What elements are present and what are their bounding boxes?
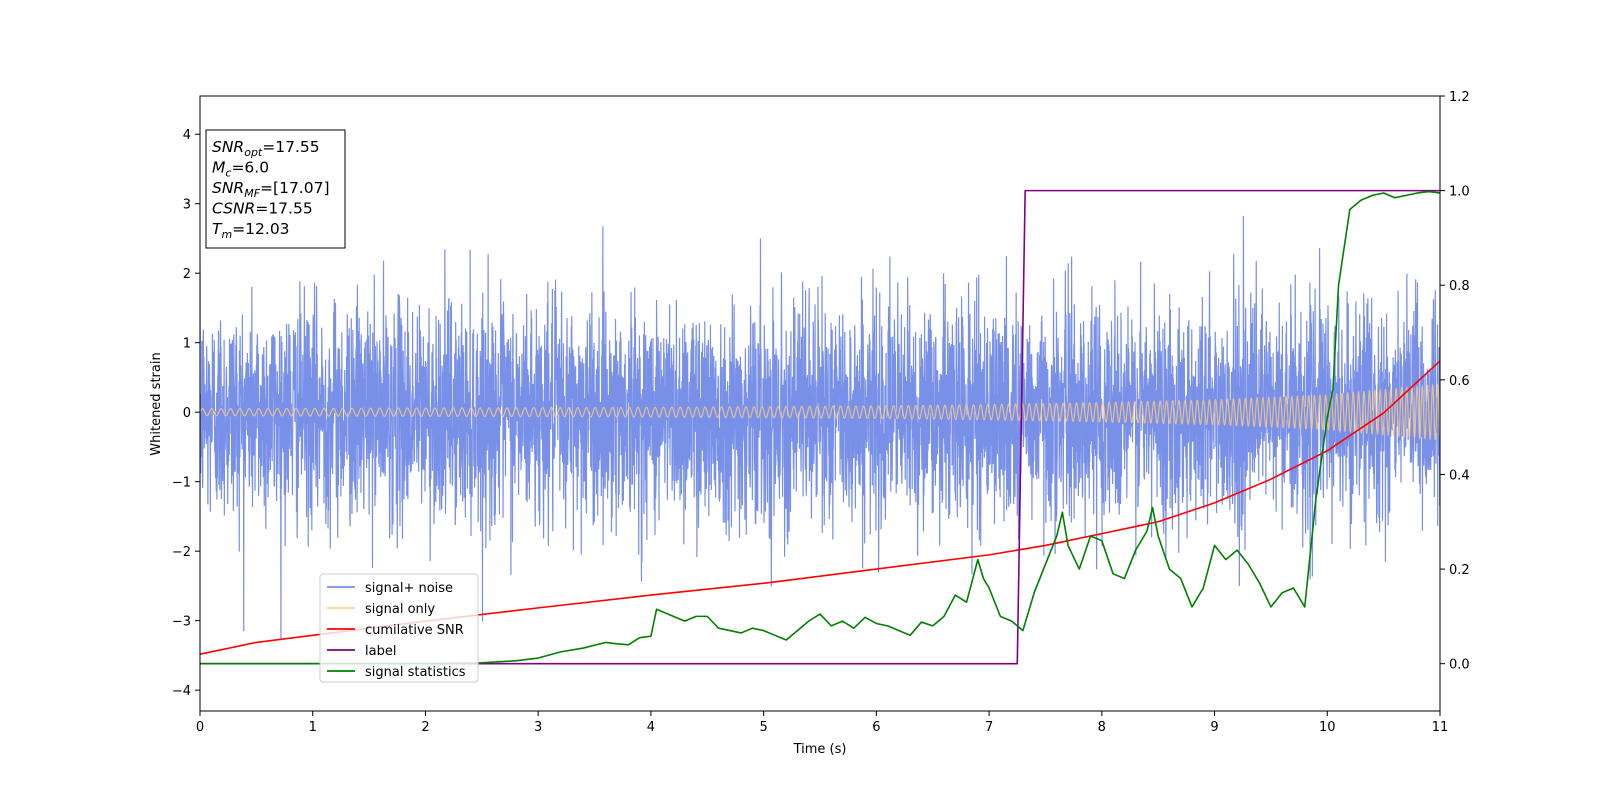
y-right-tick-label: 0.0 [1449, 658, 1470, 673]
annotation-symbol: SNR [212, 179, 244, 197]
x-tick-label: 9 [1210, 720, 1218, 735]
annotation-frame [205, 129, 346, 249]
x-tick-label: 0 [196, 720, 204, 735]
x-tick-label: 6 [872, 720, 880, 735]
y-right-tick-label: 0.8 [1449, 279, 1470, 294]
annotation-line: SNRMF=[17.07] [212, 179, 330, 200]
series-label [200, 189, 1440, 665]
y-left-tick-label: −4 [172, 684, 191, 699]
legend-frame [319, 573, 479, 683]
annotation-symbol: SNR [212, 138, 244, 156]
y-left-tick-label: 2 [183, 267, 191, 282]
x-tick-label: 3 [534, 720, 542, 735]
y-left-tick-label: −2 [172, 545, 191, 560]
x-tick-label: 10 [1319, 720, 1336, 735]
x-tick-label: 8 [1098, 720, 1106, 735]
y-left-tick-label: −1 [172, 476, 191, 491]
x-tick-label: 5 [759, 720, 767, 735]
y-right-tick-label: 0.2 [1449, 563, 1470, 578]
annotation-subscript: opt [244, 146, 263, 159]
legend-entry: signal only [365, 602, 435, 617]
y-right-tick-label: 1.2 [1449, 90, 1470, 105]
series-signal-statistics [200, 190, 1440, 665]
y-right-tick-label: 1.0 [1449, 185, 1470, 200]
stats-annotation: SNRopt=17.55Mc=6.0SNRMF=[17.07]CSNR=17.5… [205, 129, 346, 249]
y-left-tick-label: 1 [183, 337, 191, 352]
annotation-subscript: m [221, 228, 232, 241]
annotation-symbol: T [212, 220, 223, 238]
series-signal-only [200, 383, 1440, 441]
y-left-tick-label: 0 [183, 406, 191, 421]
plot-area-frame [199, 95, 1441, 712]
x-axis-label: Time (s) [793, 742, 847, 757]
legend-entry: cumilative SNR [365, 623, 464, 638]
ticks-layer: 0 1 2 3 4 5 6 7 8 9 10 11 −4 −3 −2 −1 0 1 2 3 4 0.0 0.2 0.4 0.6 0… [172, 90, 1470, 735]
x-tick-label: 11 [1432, 720, 1449, 735]
y-axis-label: Whitened strain [149, 352, 164, 455]
annotation-line: SNRopt=17.55 [212, 138, 320, 159]
legend: signal+ noise signal only cumilative SNR la… [319, 573, 479, 683]
y-left-tick-label: 4 [183, 128, 191, 143]
x-tick-label: 1 [309, 720, 317, 735]
x-tick-label: 2 [421, 720, 429, 735]
y-right-tick-label: 0.6 [1449, 374, 1470, 389]
annotation-value: =17.55 [255, 200, 312, 218]
legend-entry: label [365, 644, 396, 659]
annotation-line: Mc=6.0 [212, 159, 269, 180]
annotation-line: CSNR=17.55 [212, 200, 313, 218]
y-right-tick-label: 0.4 [1449, 468, 1470, 483]
legend-entry: signal+ noise [365, 581, 453, 596]
annotation-value: =6.0 [231, 159, 269, 177]
annotation-symbol: M [212, 159, 225, 177]
annotation-value: =17.55 [262, 138, 319, 156]
x-tick-label: 7 [985, 720, 993, 735]
y-left-tick-label: 3 [183, 198, 191, 213]
y-left-tick-label: −3 [172, 615, 191, 630]
annotation-value: =12.03 [232, 220, 289, 238]
legend-entry: signal statistics [365, 665, 466, 680]
series-signal-noise [200, 215, 1440, 640]
annotation-subscript: c [225, 167, 231, 180]
annotation-symbol: CSNR [212, 200, 255, 218]
annotation-subscript: MF [244, 187, 260, 200]
x-tick-label: 4 [647, 720, 655, 735]
annotation-line: Tm=12.03 [212, 220, 290, 241]
annotation-value: =[17.07] [260, 179, 329, 197]
